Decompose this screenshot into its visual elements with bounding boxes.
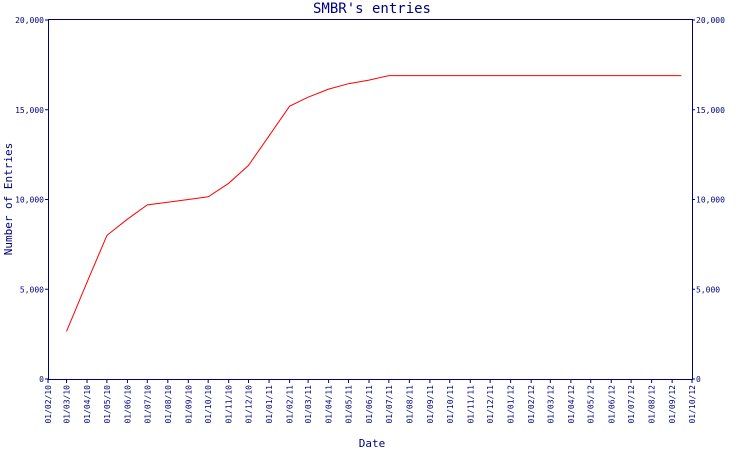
- x-tick-label: 01/07/11: [385, 385, 394, 424]
- y-axis-label: Number of Entries: [2, 143, 15, 256]
- y-tick-label-right: 20,000: [696, 16, 725, 25]
- y-tick-label-left: 10,000: [15, 196, 44, 205]
- x-tick-label: 01/12/10: [245, 385, 254, 424]
- series-line: [66, 75, 682, 332]
- x-tick-label: 01/04/10: [83, 385, 92, 424]
- x-tick-label: 01/02/12: [527, 385, 536, 424]
- y-tick-label-right: 5,000: [696, 285, 720, 294]
- x-tick-label: 01/10/10: [204, 385, 213, 424]
- x-tick-label: 01/10/12: [688, 385, 697, 424]
- x-tick-label: 01/08/12: [648, 385, 657, 424]
- x-tick-label: 01/01/12: [507, 385, 516, 424]
- x-tick-label: 01/02/10: [44, 385, 53, 424]
- y-tick-label-left: 0: [39, 375, 44, 384]
- chart-title: SMBR's entries: [313, 1, 431, 17]
- x-axis: 01/02/10 01/03/10 01/04/10 01/05/10 01/06/10…: [44, 379, 697, 424]
- x-tick-label: 01/03/11: [304, 385, 313, 424]
- x-tick-label: 01/06/10: [123, 385, 132, 424]
- x-tick-label: 01/10/11: [446, 385, 455, 424]
- x-axis-label: Date: [359, 437, 386, 450]
- x-tick-label: 01/07/10: [143, 385, 152, 424]
- x-tick-label: 01/03/12: [546, 385, 555, 424]
- series-layer: [66, 75, 682, 332]
- x-tick-label: 01/08/10: [164, 385, 173, 424]
- y-axis-right: 0 5,000 10,000 15,000 20,000: [692, 16, 725, 384]
- x-tick-label: 01/11/10: [225, 385, 234, 424]
- x-tick-label: 01/09/12: [668, 385, 677, 424]
- x-tick-label: 01/03/10: [63, 385, 72, 424]
- x-tick-label: 01/09/11: [426, 385, 435, 424]
- x-tick-label: 01/04/12: [567, 385, 576, 424]
- y-tick-label-left: 20,000: [15, 16, 44, 25]
- y-tick-label-left: 15,000: [15, 106, 44, 115]
- x-tick-label: 01/04/11: [325, 385, 334, 424]
- y-tick-label-right: 10,000: [696, 196, 725, 205]
- x-tick-label: 01/06/12: [607, 385, 616, 424]
- x-tick-label: 01/07/12: [627, 385, 636, 424]
- x-tick-label: 01/05/12: [587, 385, 596, 424]
- y-tick-label-left: 5,000: [20, 285, 44, 294]
- y-axis-left: 0 5,000 10,000 15,000 20,000: [15, 16, 48, 384]
- x-tick-label: 01/02/11: [286, 385, 295, 424]
- x-tick-label: 01/09/10: [184, 385, 193, 424]
- x-tick-label: 01/12/11: [486, 385, 495, 424]
- x-tick-label: 01/01/11: [265, 385, 274, 424]
- x-tick-label: 01/06/11: [365, 385, 374, 424]
- plot-frame: [48, 19, 693, 380]
- y-tick-label-right: 15,000: [696, 106, 725, 115]
- y-tick-label-right: 0: [696, 375, 701, 384]
- x-tick-label: 01/05/11: [344, 385, 353, 424]
- x-tick-label: 01/11/11: [466, 385, 475, 424]
- x-tick-label: 01/08/11: [405, 385, 414, 424]
- x-tick-label: 01/05/10: [103, 385, 112, 424]
